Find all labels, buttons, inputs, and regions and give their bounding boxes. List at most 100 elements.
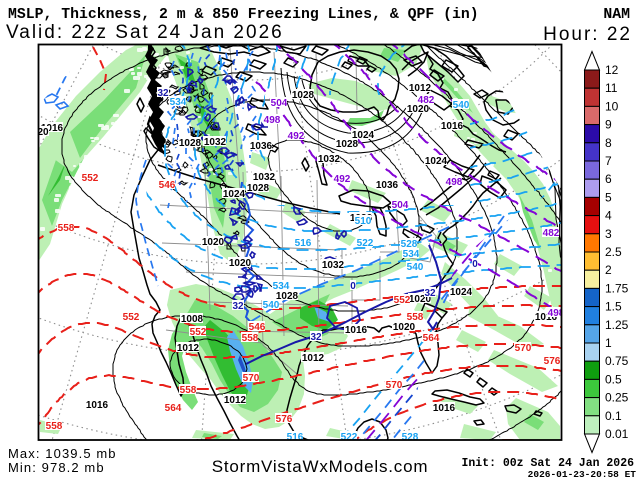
svg-text:570: 570 <box>386 380 403 391</box>
svg-text:1016: 1016 <box>345 325 368 336</box>
svg-text:558: 558 <box>242 333 259 344</box>
svg-text:558: 558 <box>46 421 63 432</box>
svg-text:552: 552 <box>394 295 411 306</box>
svg-text:NAM: NAM <box>603 7 630 23</box>
svg-text:522: 522 <box>341 432 358 443</box>
svg-text:6: 6 <box>605 172 612 186</box>
svg-text:12: 12 <box>605 63 619 77</box>
svg-text:1024: 1024 <box>352 130 375 141</box>
svg-text:516: 516 <box>295 238 312 249</box>
svg-text:32: 32 <box>157 88 169 99</box>
svg-text:1020: 1020 <box>202 237 225 248</box>
svg-text:1028: 1028 <box>292 90 315 101</box>
svg-text:9: 9 <box>605 118 612 132</box>
svg-text:546: 546 <box>159 180 176 191</box>
svg-text:Init: 00z Sat 24 Jan 2026: Init: 00z Sat 24 Jan 2026 <box>461 457 634 470</box>
svg-text:1028: 1028 <box>179 138 202 149</box>
svg-text:552: 552 <box>190 327 207 338</box>
svg-text:5: 5 <box>605 190 612 204</box>
svg-text:0.1: 0.1 <box>605 409 622 423</box>
svg-text:1016: 1016 <box>441 121 464 132</box>
svg-text:0.75: 0.75 <box>605 354 629 368</box>
svg-text:StormVistaWxModels.com: StormVistaWxModels.com <box>212 457 429 476</box>
svg-text:516: 516 <box>287 432 304 443</box>
svg-text:1016: 1016 <box>535 312 558 323</box>
svg-text:534: 534 <box>170 97 187 108</box>
svg-text:20: 20 <box>37 127 49 138</box>
svg-text:32: 32 <box>232 301 244 312</box>
svg-text:1020: 1020 <box>407 104 430 115</box>
svg-text:510: 510 <box>355 216 372 227</box>
svg-text:2.5: 2.5 <box>605 245 622 259</box>
svg-text:498: 498 <box>548 308 565 319</box>
svg-text:1.25: 1.25 <box>605 318 629 332</box>
svg-text:552: 552 <box>123 312 140 323</box>
svg-text:528: 528 <box>401 239 418 250</box>
svg-text:1012: 1012 <box>224 395 247 406</box>
svg-text:0: 0 <box>350 281 356 292</box>
svg-text:504: 504 <box>392 200 409 211</box>
svg-text:Hour: 22: Hour: 22 <box>543 24 632 45</box>
svg-text:1036: 1036 <box>250 141 273 152</box>
svg-text:552: 552 <box>82 173 99 184</box>
svg-text:570: 570 <box>515 343 532 354</box>
svg-text:1032: 1032 <box>204 137 227 148</box>
svg-text:7: 7 <box>605 154 612 168</box>
svg-text:Valid: 22z Sat 24 Jan 2026: Valid: 22z Sat 24 Jan 2026 <box>6 22 284 43</box>
svg-text:Max: 1039.5 mb: Max: 1039.5 mb <box>8 446 117 461</box>
svg-text:576: 576 <box>544 356 561 367</box>
svg-text:MSLP, Thickness, 2 m & 850 Fre: MSLP, Thickness, 2 m & 850 Freezing Line… <box>8 7 479 23</box>
svg-text:1024: 1024 <box>450 287 473 298</box>
svg-text:558: 558 <box>180 385 197 396</box>
svg-text:1.75: 1.75 <box>605 281 629 295</box>
svg-text:558: 558 <box>407 312 424 323</box>
svg-text:1024: 1024 <box>425 156 448 167</box>
svg-text:482: 482 <box>543 228 560 239</box>
svg-text:32: 32 <box>424 288 436 299</box>
svg-text:1012: 1012 <box>177 343 200 354</box>
svg-text:Min: 978.2 mb: Min: 978.2 mb <box>8 460 105 475</box>
svg-text:546: 546 <box>249 322 266 333</box>
svg-text:498: 498 <box>264 115 281 126</box>
svg-text:1016: 1016 <box>433 403 456 414</box>
svg-text:1028: 1028 <box>276 291 299 302</box>
svg-text:8: 8 <box>605 136 612 150</box>
svg-text:1032: 1032 <box>253 172 276 183</box>
svg-text:1032: 1032 <box>318 154 341 165</box>
svg-text:564: 564 <box>423 333 440 344</box>
svg-text:540: 540 <box>407 262 424 273</box>
svg-text:0.5: 0.5 <box>605 372 622 386</box>
svg-text:482: 482 <box>418 95 435 106</box>
svg-text:1020: 1020 <box>409 294 432 305</box>
svg-text:1020: 1020 <box>229 258 252 269</box>
svg-text:1020: 1020 <box>393 322 416 333</box>
svg-text:1.5: 1.5 <box>605 300 622 314</box>
svg-text:2026-01-23-20:58 ET: 2026-01-23-20:58 ET <box>528 469 637 480</box>
svg-text:1036: 1036 <box>376 180 399 191</box>
svg-text:0.01: 0.01 <box>605 427 629 441</box>
svg-text:492: 492 <box>288 131 305 142</box>
svg-text:504: 504 <box>271 98 288 109</box>
svg-text:32: 32 <box>310 332 322 343</box>
svg-text:564: 564 <box>165 403 182 414</box>
svg-text:3: 3 <box>605 227 612 241</box>
svg-text:522: 522 <box>357 238 374 249</box>
svg-text:1016: 1016 <box>86 400 109 411</box>
svg-text:1: 1 <box>605 336 612 350</box>
svg-text:1028: 1028 <box>247 183 270 194</box>
svg-text:534: 534 <box>403 249 420 260</box>
svg-text:0: 0 <box>472 259 478 270</box>
svg-text:1024: 1024 <box>223 189 246 200</box>
svg-text:576: 576 <box>276 414 293 425</box>
svg-text:1012: 1012 <box>409 83 432 94</box>
svg-text:1008: 1008 <box>181 314 204 325</box>
svg-text:1032: 1032 <box>322 260 345 271</box>
svg-text:1028: 1028 <box>336 139 359 150</box>
svg-text:1012: 1012 <box>302 353 325 364</box>
svg-text:558: 558 <box>58 223 75 234</box>
svg-text:1016: 1016 <box>41 123 64 134</box>
svg-text:10: 10 <box>605 99 619 113</box>
svg-text:534: 534 <box>273 281 290 292</box>
svg-text:492: 492 <box>334 174 351 185</box>
svg-text:570: 570 <box>243 373 260 384</box>
